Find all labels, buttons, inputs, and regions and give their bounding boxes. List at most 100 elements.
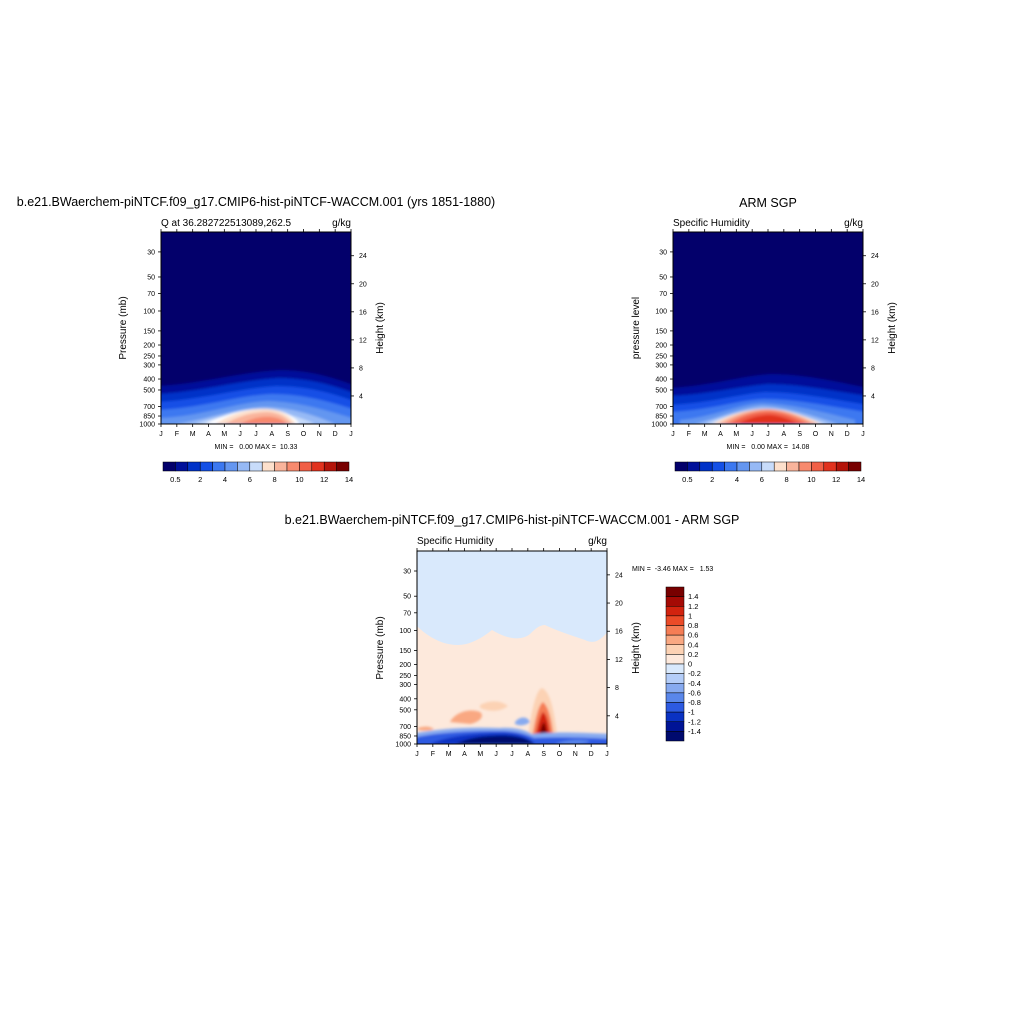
colorbar-label: 8 — [785, 475, 789, 484]
x-tick-label: J — [861, 431, 865, 438]
y-tick-label: 850 — [399, 733, 411, 740]
y-tick-label: 100 — [399, 628, 411, 635]
colorbar-swatch — [261, 461, 275, 472]
y-right-tick-label: 8 — [615, 685, 619, 692]
colorbar-label: 14 — [857, 475, 865, 484]
colorbar-label: -0.2 — [688, 669, 701, 678]
y-tick-label: 30 — [403, 569, 411, 576]
colorbar-label: 4 — [735, 475, 739, 484]
panel-obs-variable: Specific Humidity — [673, 218, 750, 229]
colorbar-label: 0 — [688, 660, 692, 669]
panel-obs: ARM SGP Specific Humidity g/kg J F M A M J J A S… — [631, 196, 898, 484]
y-tick-label: 850 — [655, 414, 667, 421]
x-tick-label: A — [718, 431, 723, 438]
colorbar-label: 1.2 — [688, 602, 698, 611]
y-tick-label: 400 — [655, 377, 667, 384]
panel-diff-minmax: MIN = -3.46 MAX = 1.53 — [632, 566, 713, 573]
y-tick-label: 250 — [399, 673, 411, 680]
colorbar-swatch — [674, 461, 688, 472]
x-tick-label: J — [254, 431, 258, 438]
x-tick-label: D — [845, 431, 850, 438]
panel-model-title: b.e21.BWaerchem-piNTCF.f09_g17.CMIP6-his… — [17, 195, 495, 209]
colorbar-swatch — [665, 625, 685, 636]
y-tick-label: 70 — [659, 291, 667, 298]
y-tick-label: 400 — [399, 696, 411, 703]
panel-model-units: g/kg — [332, 218, 351, 229]
panel-model-colorbar: 0.5 2 4 6 8 10 12 14 — [162, 461, 353, 484]
colorbar-label: -0.4 — [688, 679, 701, 688]
x-tick-label: M — [702, 431, 708, 438]
colorbar-label: -1.4 — [688, 727, 701, 736]
colorbar-swatch — [848, 461, 862, 472]
colorbar-swatch — [699, 461, 713, 472]
x-tick-label: D — [589, 751, 594, 758]
panel-model-contours — [161, 232, 351, 424]
panel-obs-units: g/kg — [844, 218, 863, 229]
panel-obs-colorbar: 0.5 2 4 6 8 10 12 14 — [674, 461, 865, 484]
y-tick-label: 50 — [147, 274, 155, 281]
y-tick-label: 400 — [143, 377, 155, 384]
x-tick-label: J — [238, 431, 242, 438]
y-tick-label: 500 — [143, 387, 155, 394]
colorbar-swatch — [665, 721, 685, 732]
colorbar-swatch — [323, 461, 337, 472]
x-tick-label: D — [333, 431, 338, 438]
y-right-tick-label: 20 — [871, 281, 879, 288]
colorbar-label: 0.8 — [688, 621, 698, 630]
x-tick-label: N — [573, 751, 578, 758]
colorbar-swatch — [665, 596, 685, 607]
colorbar-label: 12 — [832, 475, 840, 484]
colorbar-swatch — [162, 461, 176, 472]
colorbar-label: 0.5 — [682, 475, 692, 484]
y-tick-label: 30 — [659, 249, 667, 256]
colorbar-label: 10 — [807, 475, 815, 484]
y-right-tick-label: 20 — [359, 281, 367, 288]
y-right-tick-label: 16 — [359, 309, 367, 316]
panel-diff-colorbar: 1.41.210.80.60.40.20-0.2-0.4-0.6-0.8-1-1… — [665, 586, 701, 742]
y-tick-label: 700 — [655, 404, 667, 411]
colorbar-swatch — [665, 615, 685, 626]
panel-diff-ylabel-right: Height (km) — [631, 622, 642, 674]
colorbar-label: 14 — [345, 475, 353, 484]
colorbar-label: 6 — [248, 475, 252, 484]
y-right-tick-label: 4 — [615, 713, 619, 720]
contour-band-12 — [738, 415, 798, 424]
panel-obs-title: ARM SGP — [739, 196, 797, 210]
x-tick-label: M — [477, 751, 483, 758]
y-tick-label: 850 — [143, 414, 155, 421]
y-right-tick-label: 16 — [615, 629, 623, 636]
colorbar-label: -1 — [688, 708, 695, 717]
colorbar-swatch — [237, 461, 251, 472]
y-tick-label: 70 — [403, 610, 411, 617]
colorbar-label: -1.2 — [688, 717, 701, 726]
colorbar-swatch — [665, 654, 685, 665]
y-tick-label: 200 — [655, 343, 667, 350]
y-tick-label: 700 — [399, 724, 411, 731]
colorbar-swatch — [823, 461, 837, 472]
x-tick-label: J — [494, 751, 498, 758]
colorbar-label: 1 — [688, 611, 692, 620]
colorbar-label: 8 — [273, 475, 277, 484]
y-tick-label: 200 — [399, 662, 411, 669]
x-tick-label: S — [541, 751, 546, 758]
contour-band-pos-low — [480, 701, 508, 711]
colorbar-swatch — [665, 644, 685, 655]
x-tick-label: J — [415, 751, 419, 758]
colorbar-swatch — [724, 461, 738, 472]
y-tick-label: 150 — [399, 648, 411, 655]
colorbar-label: 6 — [760, 475, 764, 484]
y-tick-label: 700 — [143, 404, 155, 411]
y-tick-label: 50 — [659, 274, 667, 281]
colorbar-label: 1.4 — [688, 592, 698, 601]
colorbar-swatch — [749, 461, 763, 472]
colorbar-swatch — [665, 586, 685, 597]
y-right-tick-label: 4 — [871, 393, 875, 400]
panel-obs-ylabel: pressure level — [631, 297, 642, 359]
contour-band-pos-mid — [450, 710, 482, 724]
colorbar-swatch — [299, 461, 313, 472]
x-tick-label: O — [301, 431, 307, 438]
y-tick-label: 100 — [655, 308, 667, 315]
x-tick-label: A — [525, 751, 530, 758]
colorbar-swatch — [665, 634, 685, 645]
x-tick-label: A — [206, 431, 211, 438]
